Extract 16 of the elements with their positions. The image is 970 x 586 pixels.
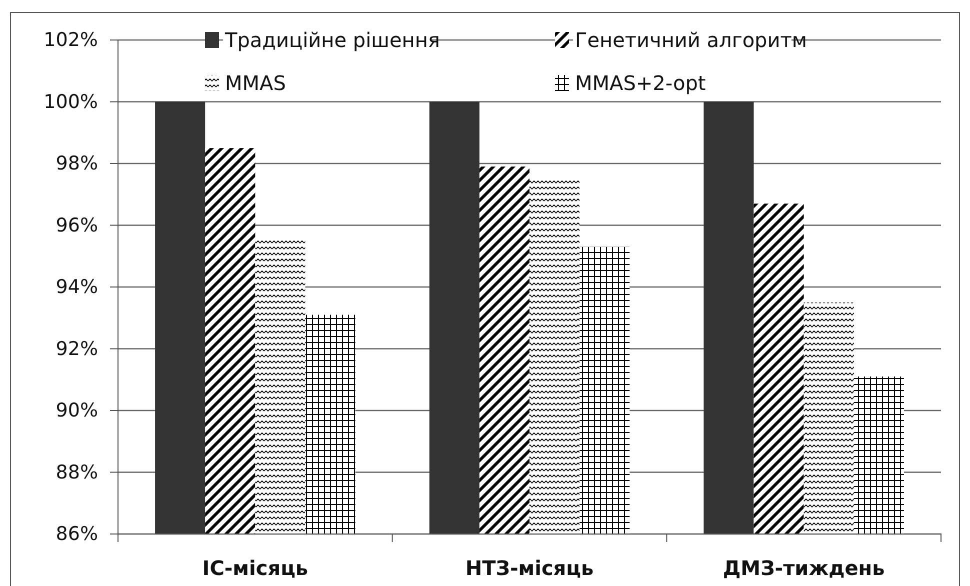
y-tick-label: 92% (56, 338, 98, 360)
x-tick-label: ІС-місяць (202, 556, 308, 580)
legend-label: Генетичний алгоритм (575, 28, 807, 52)
legend-label: MMAS (225, 71, 286, 95)
y-tick-label: 88% (56, 461, 98, 484)
y-tick-label: 102% (44, 29, 98, 52)
x-tick-label: НТЗ-місяць (465, 556, 594, 580)
y-tick-label: 100% (44, 90, 98, 113)
y-tick-label: 96% (56, 214, 98, 236)
y-tick-label: 98% (56, 152, 98, 175)
legend-label: MMAS+2-opt (575, 71, 706, 95)
legend-label: Традиційне рішення (224, 28, 440, 52)
y-tick-label: 86% (56, 523, 98, 546)
y-tick-label: 94% (56, 276, 98, 298)
y-tick-label: 90% (56, 400, 98, 422)
x-tick-label: ДМЗ-тиждень (722, 556, 885, 580)
